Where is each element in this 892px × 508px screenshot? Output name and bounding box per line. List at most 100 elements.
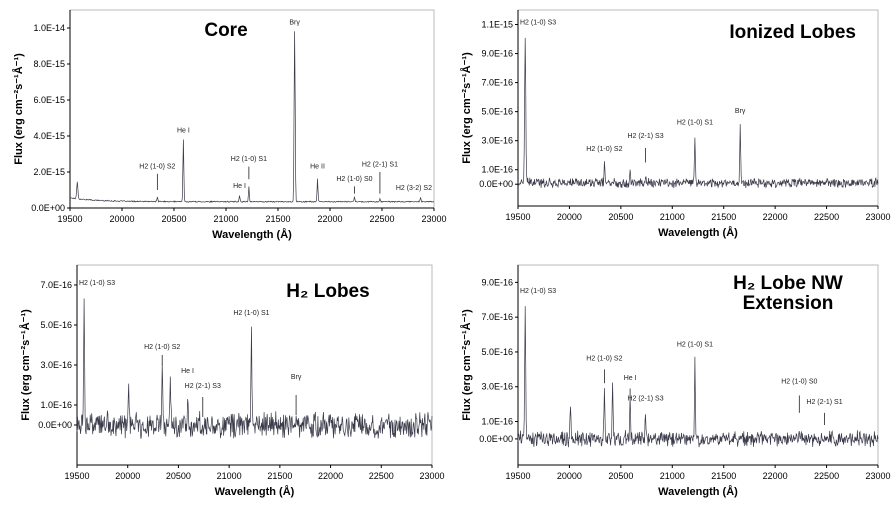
x-tick-label: 22500 — [369, 214, 394, 224]
x-tick-label: 22500 — [814, 471, 839, 481]
spectrum-line — [518, 306, 878, 447]
y-tick-label: 1.0E-16 — [481, 165, 513, 175]
line-annotation: H2 (1-0) S1 — [231, 156, 267, 163]
y-tick-label: 7.0E-16 — [40, 280, 72, 290]
x-axis-label: Wavelength (Å) — [215, 485, 295, 498]
line-annotation: H2 (1-0) S1 — [677, 342, 713, 349]
x-tick-label: 20500 — [161, 214, 186, 224]
chart-title-line-2: Extension — [743, 293, 834, 314]
y-tick-label: 2.0E-15 — [33, 167, 65, 177]
line-annotation: Brγ — [735, 108, 746, 115]
y-tick-label: 9.0E-16 — [481, 49, 513, 59]
x-tick-label: 21500 — [711, 471, 736, 481]
chart-title: H₂ Lobes — [286, 281, 369, 302]
chart-title-line-1: H₂ Lobe NW — [733, 273, 843, 294]
line-annotation: H2 (3-2) S2 — [396, 185, 432, 192]
plot-frame — [70, 10, 434, 208]
x-tick-label: 23000 — [865, 471, 890, 481]
x-tick-label: 19500 — [57, 214, 82, 224]
chart-title: Core — [204, 20, 247, 41]
x-tick-label: 21500 — [267, 471, 292, 481]
line-annotation: H2 (2-1) S3 — [627, 133, 663, 140]
line-annotation: H2 (1-0) S0 — [336, 176, 372, 183]
spectrum-line — [70, 31, 434, 202]
line-annotation: H2 (1-0) S2 — [586, 356, 622, 363]
line-annotation: H2 (2-1) S3 — [185, 383, 221, 390]
y-tick-label: 7.0E-16 — [481, 312, 513, 322]
line-annotation: H2 (2-1) S1 — [806, 399, 842, 406]
y-tick-label: 1.0E-16 — [40, 400, 72, 410]
line-annotation: H2 (2-1) S3 — [627, 396, 663, 403]
x-tick-label: 20000 — [115, 471, 140, 481]
line-annotation: H2 (1-0) S3 — [79, 280, 115, 287]
x-tick-label: 20000 — [557, 212, 582, 222]
y-tick-label: 0.0E+00 — [479, 434, 513, 444]
y-axis-label: Flux (erg cm⁻²s⁻¹Å⁻¹) — [19, 309, 32, 421]
line-annotation: He II — [310, 163, 325, 170]
line-annotation: He I — [181, 368, 194, 375]
chart-panel-1: 19500 20000 20500 21000 21500 22000 22500 23000… — [12, 10, 447, 241]
y-tick-label: 5.0E-16 — [481, 107, 513, 117]
chart-title: Ionized Lobes — [729, 22, 856, 43]
y-tick-label: 0.0E+00 — [479, 179, 513, 189]
x-tick-label: 22500 — [369, 471, 394, 481]
x-tick-label: 21000 — [217, 471, 242, 481]
x-tick-label: 23000 — [421, 214, 446, 224]
x-tick-label: 20500 — [608, 212, 633, 222]
x-axis-label: Wavelength (Å) — [658, 485, 738, 498]
y-tick-label: 9.0E-16 — [481, 277, 513, 287]
line-annotation: H2 (1-0) S1 — [233, 310, 269, 317]
line-annotation: H2 (1-0) S1 — [677, 120, 713, 127]
y-tick-label: 0.0E+00 — [31, 203, 65, 213]
x-tick-label: 20500 — [608, 471, 633, 481]
x-tick-label: 22000 — [317, 214, 342, 224]
line-annotation: Brγ — [291, 374, 302, 381]
line-annotation: H2 (2-1) S1 — [362, 162, 398, 169]
y-tick-label: 3.0E-16 — [481, 382, 513, 392]
y-tick-label: 4.0E-15 — [33, 131, 65, 141]
chart-panel-2: 19500 20000 20500 21000 21500 22000 22500 23000… — [460, 10, 891, 239]
x-axis-label: Wavelength (Å) — [658, 226, 738, 239]
y-tick-label: 5.0E-16 — [481, 347, 513, 357]
line-annotation: H2 (1-0) S2 — [144, 344, 180, 351]
y-tick-label: 1.0E-14 — [33, 23, 65, 33]
y-axis-label: Flux (erg cm⁻²s⁻¹Å⁻¹) — [460, 52, 473, 164]
y-tick-label: 6.0E-15 — [33, 95, 65, 105]
chart-panel-3: 19500 20000 20500 21000 21500 22000 22500 23000… — [19, 265, 445, 498]
y-tick-label: 1.1E-15 — [481, 20, 513, 30]
y-tick-label: 0.0E+00 — [38, 420, 72, 430]
x-tick-label: 21000 — [660, 471, 685, 481]
y-tick-label: 3.0E-16 — [481, 136, 513, 146]
line-annotation: Brγ — [289, 19, 300, 26]
x-tick-label: 22000 — [763, 212, 788, 222]
line-annotation: H2 (1-0) S2 — [586, 146, 622, 153]
x-tick-label: 22500 — [814, 212, 839, 222]
y-axis-label: Flux (erg cm⁻²s⁻¹Å⁻¹) — [460, 309, 473, 421]
y-tick-label: 7.0E-16 — [481, 78, 513, 88]
y-tick-label: 5.0E-16 — [40, 320, 72, 330]
chart-panel-4: 19500 20000 20500 21000 21500 22000 22500 23000… — [460, 265, 891, 498]
x-tick-label: 19500 — [505, 471, 530, 481]
x-axis-label: Wavelength (Å) — [212, 228, 292, 241]
x-tick-label: 21000 — [660, 212, 685, 222]
line-annotation: H2 (1-0) S0 — [781, 378, 817, 385]
y-tick-label: 1.0E-16 — [481, 417, 513, 427]
chart-title: H₂ Lobe NW Extension — [733, 273, 843, 314]
x-tick-label: 21500 — [265, 214, 290, 224]
line-annotation: H2 (1-0) S2 — [139, 163, 175, 170]
x-tick-label: 21000 — [213, 214, 238, 224]
x-tick-label: 21500 — [711, 212, 736, 222]
x-tick-label: 22000 — [318, 471, 343, 481]
x-tick-label: 23000 — [419, 471, 444, 481]
x-tick-label: 20500 — [166, 471, 191, 481]
x-tick-label: 20000 — [109, 214, 134, 224]
x-tick-label: 19500 — [64, 471, 89, 481]
spectrum-line — [77, 299, 432, 439]
x-tick-label: 23000 — [865, 212, 890, 222]
x-tick-label: 19500 — [505, 212, 530, 222]
spectrum-line — [518, 38, 878, 188]
y-tick-label: 8.0E-15 — [33, 59, 65, 69]
line-annotation: H2 (1-0) S3 — [520, 288, 556, 295]
line-annotation: He I — [624, 375, 637, 382]
